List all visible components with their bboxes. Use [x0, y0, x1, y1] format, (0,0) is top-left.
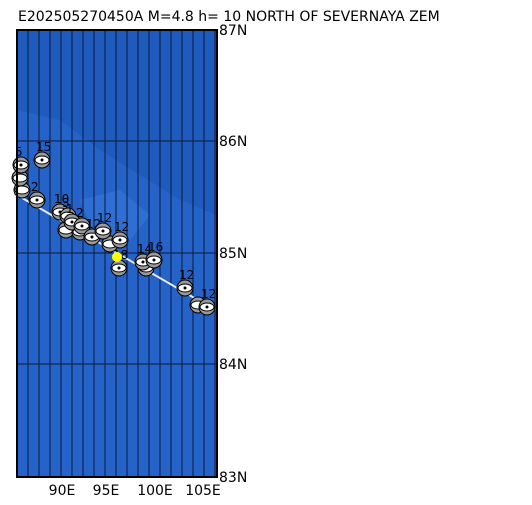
station-dot	[90, 235, 94, 239]
station-label: 2	[31, 180, 39, 194]
lat-label: 83N	[219, 470, 247, 486]
station-label: 12	[97, 211, 112, 225]
lon-label: 100E	[137, 483, 173, 499]
station-dot	[19, 163, 23, 167]
station-dot	[40, 158, 44, 162]
station-label: 2	[76, 206, 84, 220]
station-dot	[152, 258, 156, 262]
lat-label: 84N	[219, 357, 247, 373]
station-dot	[183, 286, 187, 290]
deep-water	[17, 30, 217, 215]
lat-label: 86N	[219, 134, 247, 150]
station-dot	[117, 266, 121, 270]
station-dot	[70, 220, 74, 224]
station-label: 15	[36, 140, 51, 154]
title: E202505270450A M=4.8 h= 10 NORTH OF SEVE…	[18, 9, 440, 25]
grid	[17, 29, 217, 478]
station-label: 12	[179, 268, 194, 282]
lat-label: 85N	[219, 246, 247, 262]
lon-label: 90E	[49, 483, 76, 499]
lat-label: 87N	[219, 23, 247, 39]
station-label: 10	[54, 192, 69, 206]
epicenter	[112, 252, 122, 262]
lon-label: 95E	[93, 483, 120, 499]
station-face	[12, 173, 28, 183]
station-label: 14	[137, 242, 152, 256]
station-label: 16	[148, 240, 163, 254]
station-dot	[118, 238, 122, 242]
lon-label: 105E	[185, 483, 221, 499]
station-label: 3	[62, 196, 70, 210]
station-label: 12	[114, 220, 129, 234]
station-dot	[35, 198, 39, 202]
station-label: 1	[66, 202, 74, 216]
station-dot	[205, 305, 209, 309]
station-dot	[141, 260, 145, 264]
map-frame	[16, 29, 218, 478]
station-label: 5	[15, 145, 23, 159]
station-label: 12	[201, 287, 216, 301]
station-dot	[101, 229, 105, 233]
station-dot	[80, 224, 84, 228]
